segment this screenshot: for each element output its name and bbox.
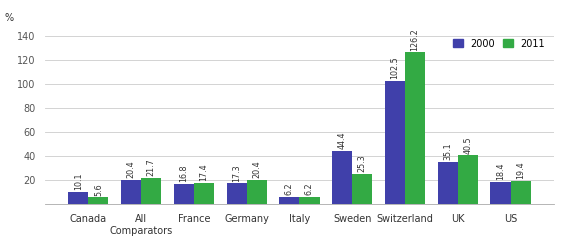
Text: 40.5: 40.5 — [463, 136, 472, 154]
Text: 17.4: 17.4 — [199, 164, 208, 182]
Bar — [247, 180, 267, 204]
Bar — [174, 184, 194, 204]
Text: 10.1: 10.1 — [74, 173, 83, 190]
Text: 20.4: 20.4 — [127, 160, 136, 178]
Bar — [438, 162, 458, 204]
Bar — [141, 178, 161, 204]
Text: 35.1: 35.1 — [443, 143, 452, 160]
Text: 126.2: 126.2 — [411, 28, 420, 51]
Text: 17.3: 17.3 — [232, 164, 241, 182]
Text: 21.7: 21.7 — [147, 159, 156, 176]
Bar — [88, 197, 108, 204]
Legend: 2000, 2011: 2000, 2011 — [449, 35, 549, 53]
Bar — [511, 181, 531, 204]
Bar — [68, 192, 88, 204]
Text: 6.2: 6.2 — [285, 182, 294, 195]
Text: 19.4: 19.4 — [516, 161, 525, 179]
Text: 25.3: 25.3 — [358, 154, 367, 172]
Text: 20.4: 20.4 — [252, 160, 261, 178]
Text: 44.4: 44.4 — [338, 131, 347, 149]
Bar — [194, 183, 214, 204]
Bar — [352, 174, 372, 204]
Bar — [299, 197, 319, 204]
Bar — [385, 81, 405, 204]
Bar — [490, 182, 511, 204]
Bar — [227, 183, 247, 204]
Bar — [280, 197, 299, 204]
Text: 102.5: 102.5 — [390, 57, 399, 79]
Bar — [121, 180, 141, 204]
Bar — [332, 151, 352, 204]
Text: 16.8: 16.8 — [179, 165, 188, 182]
Text: 18.4: 18.4 — [496, 163, 505, 180]
Bar — [405, 53, 425, 204]
Text: 5.6: 5.6 — [94, 183, 103, 196]
Text: %: % — [5, 13, 14, 23]
Bar — [458, 155, 478, 204]
Text: 6.2: 6.2 — [305, 182, 314, 195]
